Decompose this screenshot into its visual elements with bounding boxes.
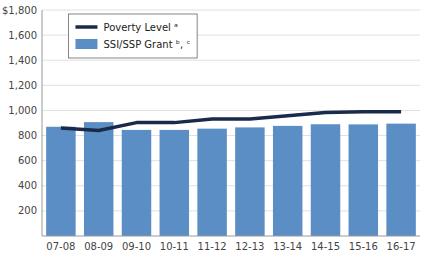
- x-axis-line: [42, 236, 420, 237]
- bar: [84, 122, 113, 236]
- legend-frame: [68, 14, 197, 58]
- y-tick-label: 600: [18, 155, 37, 166]
- bar: [235, 127, 264, 236]
- plot-marks: [46, 112, 416, 236]
- x-tick-label: 09-10: [122, 241, 151, 252]
- y-tick-label: 1,200: [8, 80, 37, 91]
- legend-label: SSI/SSP Grant ᵇ, ᶜ: [103, 39, 190, 50]
- legend-swatch: [75, 39, 97, 49]
- x-tick-label: 07-08: [46, 241, 75, 252]
- bar: [160, 130, 189, 236]
- grid-line: [42, 60, 420, 61]
- y-tick-label: 1,000: [8, 105, 37, 116]
- bar: [197, 129, 226, 236]
- bar: [273, 126, 302, 236]
- grid-line: [42, 85, 420, 86]
- x-tick-label: 12-13: [235, 241, 264, 252]
- chart: 200 400 600 800 1,000 1,200 1,400 1,600 $1,800 07…: [0, 0, 430, 260]
- bar: [311, 124, 340, 236]
- x-tick-label: 08-09: [84, 241, 113, 252]
- y-tick-label: 800: [18, 130, 37, 141]
- x-tick-label: 14-15: [311, 241, 340, 252]
- bar: [46, 127, 75, 236]
- y-tick-label: 1,400: [8, 55, 37, 66]
- legend-label: Poverty Level ᵃ: [103, 22, 178, 33]
- y-tick-labels: 200 400 600 800 1,000 1,200 1,400 1,600 $1,800: [2, 5, 37, 217]
- x-tick-label: 15-16: [349, 241, 378, 252]
- y-tick-label: $1,800: [2, 5, 37, 16]
- legend-swatch: [75, 25, 97, 29]
- x-tick-label: 16-17: [387, 241, 416, 252]
- x-tick-label: 10-11: [160, 241, 189, 252]
- x-tick-label: 13-14: [273, 241, 302, 252]
- x-tick-label: 11-12: [198, 241, 227, 252]
- x-tick-labels: 07-08 08-09 09-10 10-11 11-12 12-13 13-14 14-15…: [46, 241, 415, 252]
- bar: [122, 130, 151, 236]
- y-axis-line: [42, 10, 43, 236]
- grid-line: [42, 10, 420, 11]
- y-tick-label: 400: [18, 180, 37, 191]
- line: [61, 112, 401, 131]
- y-tick-label: 200: [18, 205, 37, 216]
- y-tick-label: 1,600: [8, 30, 37, 41]
- bar: [349, 124, 378, 236]
- legend: Poverty Level ᵃ SSI/SSP Grant ᵇ, ᶜ: [68, 14, 197, 58]
- bar: [386, 124, 415, 236]
